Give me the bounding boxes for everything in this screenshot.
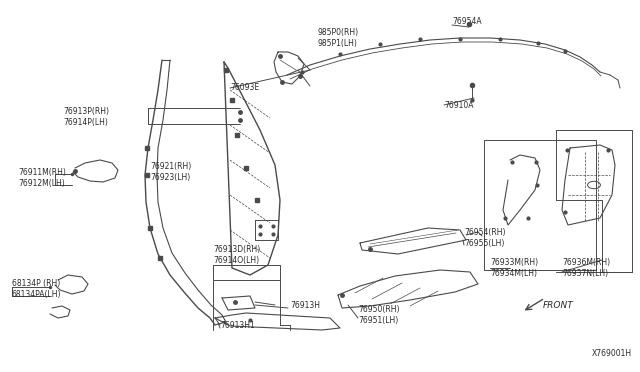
Text: 76933M(RH)
76934M(LH): 76933M(RH) 76934M(LH) — [490, 258, 538, 278]
Text: 76911M(RH)
76912M(LH): 76911M(RH) 76912M(LH) — [18, 168, 66, 188]
Text: 985P0(RH)
985P1(LH): 985P0(RH) 985P1(LH) — [318, 28, 359, 48]
Text: 68134P (RH)
68134PA(LH): 68134P (RH) 68134PA(LH) — [12, 279, 61, 299]
Text: FRONT: FRONT — [543, 301, 573, 310]
Text: 76913H1: 76913H1 — [220, 321, 255, 330]
Text: 76913D(RH)
76914O(LH): 76913D(RH) 76914O(LH) — [213, 245, 260, 265]
Text: 76950(RH)
76951(LH): 76950(RH) 76951(LH) — [358, 305, 399, 325]
Text: 76093E: 76093E — [230, 83, 259, 93]
Text: 76954A: 76954A — [452, 17, 482, 26]
Text: 76913H: 76913H — [290, 301, 320, 310]
Text: X769001H: X769001H — [592, 349, 632, 358]
Text: 76913P(RH)
76914P(LH): 76913P(RH) 76914P(LH) — [63, 107, 109, 127]
Text: 76921(RH)
76923(LH): 76921(RH) 76923(LH) — [150, 162, 191, 182]
Text: 76910A: 76910A — [444, 100, 474, 109]
Text: 76936M(RH)
76937N(LH): 76936M(RH) 76937N(LH) — [562, 258, 610, 278]
Text: 76954(RH)
76955(LH): 76954(RH) 76955(LH) — [464, 228, 506, 248]
